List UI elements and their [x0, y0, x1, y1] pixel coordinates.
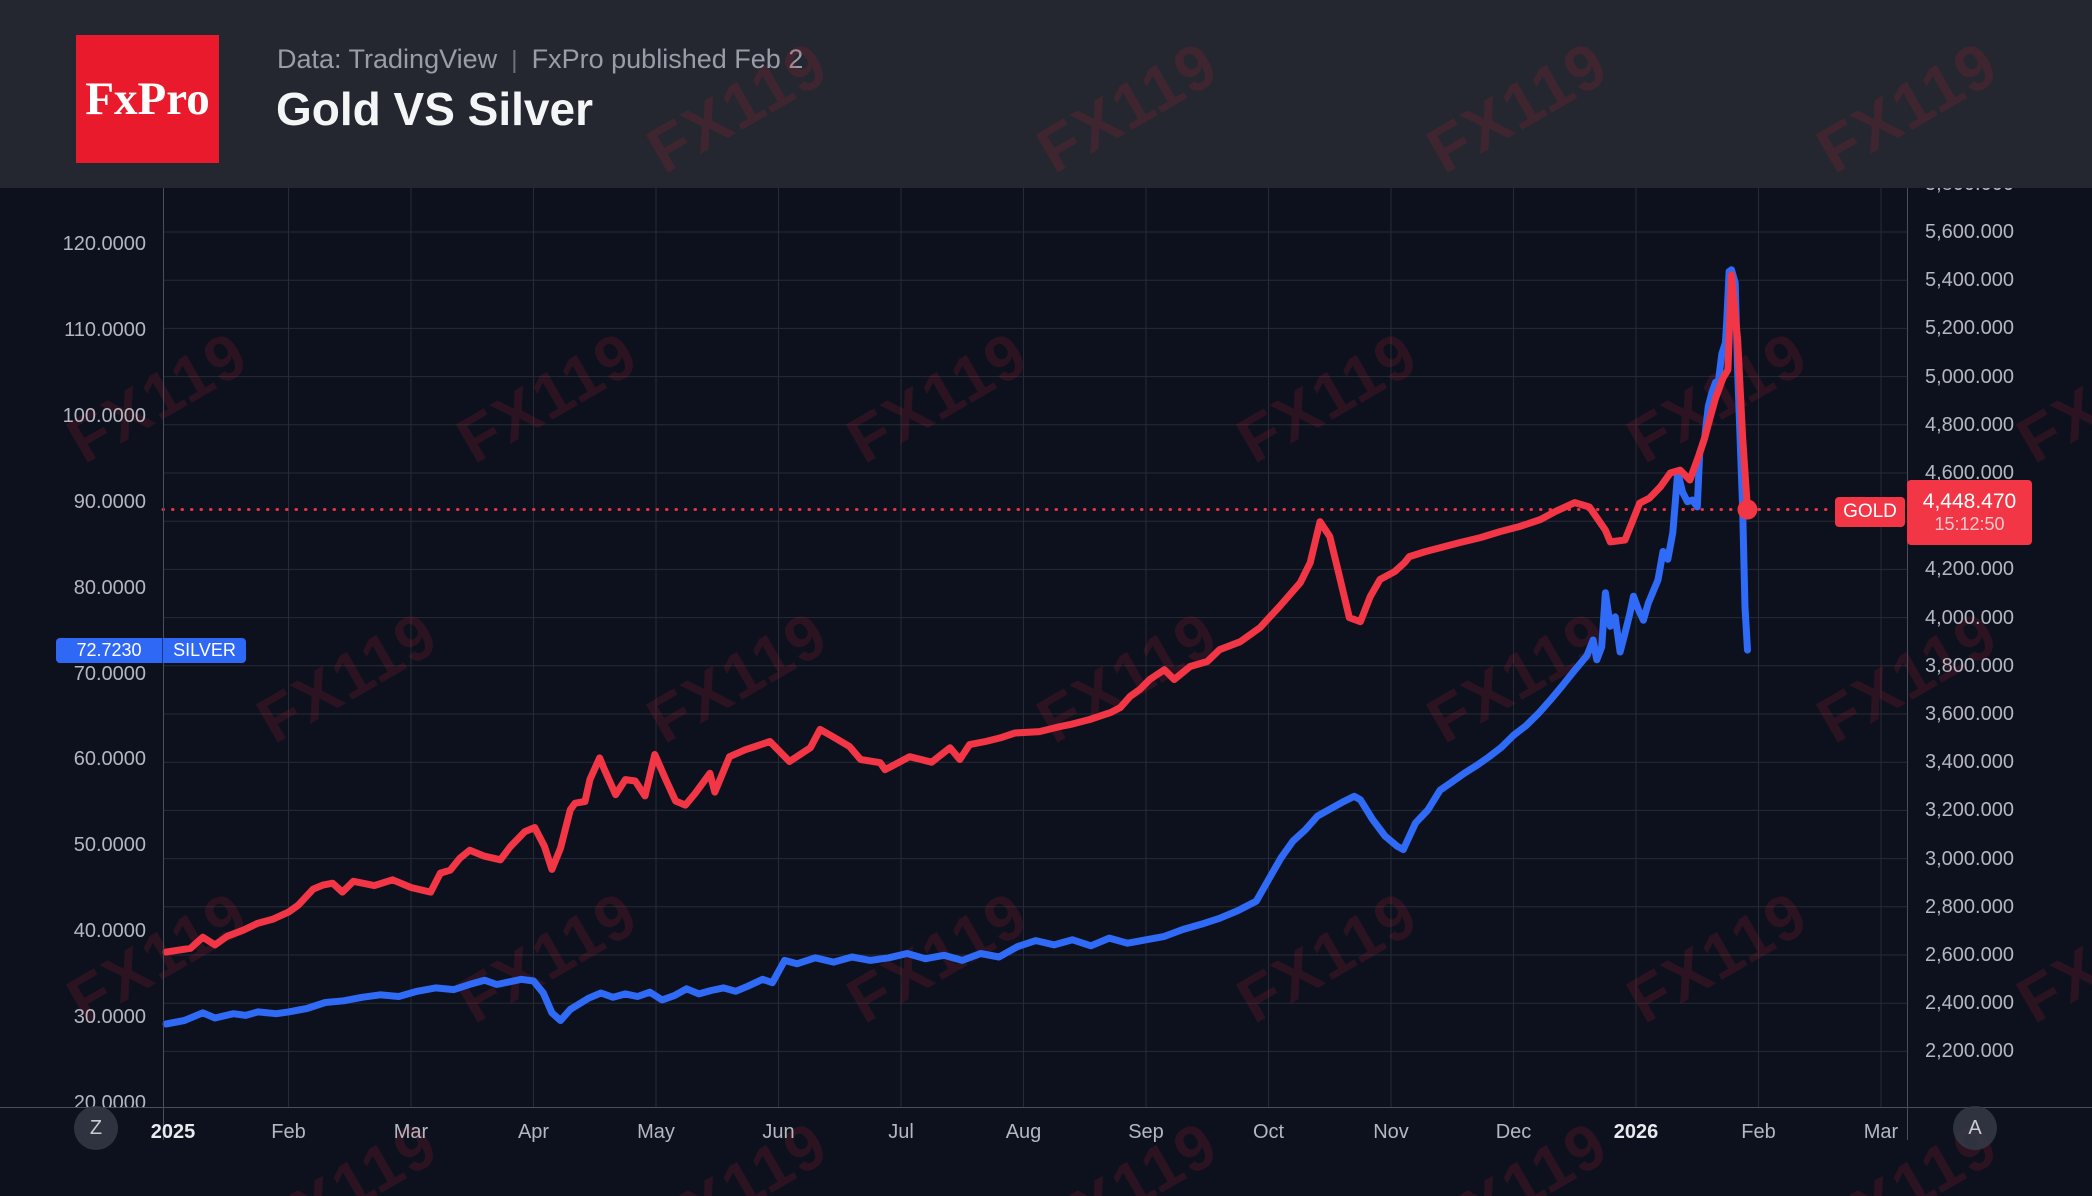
time-scale-label: 2026	[1613, 1121, 1659, 1143]
gold-price-time: 15:12:50	[1934, 514, 2005, 534]
left-scale-tick: 70.0000	[73, 662, 146, 685]
subtitle-divider: |	[511, 46, 518, 74]
left-scale-tick: 40.0000	[73, 920, 146, 943]
left-scale-tick: 30.0000	[73, 1006, 146, 1029]
left-price-scale[interactable]: 120.0000 110.0000 100.0000 90.0000 80.0000 70…	[0, 188, 146, 1107]
left-scale-tick: 50.0000	[73, 834, 146, 857]
time-scale-label: Aug	[1005, 1121, 1042, 1143]
gold-price-value: 4,448.470	[1922, 490, 2017, 513]
fxpro-logo: FxPro	[76, 35, 219, 163]
right-scale-tick: 3,800.000	[1925, 654, 2014, 677]
right-scale-tick: 2,200.000	[1925, 1040, 2014, 1063]
left-scale-tick: 110.0000	[64, 318, 146, 341]
data-source-text: Data: TradingView	[277, 44, 498, 74]
silver-badge-label: SILVER	[173, 640, 236, 660]
right-scale-tick: 4,600.000	[1925, 462, 2014, 484]
header-bar: FxPro Data: TradingView | FxPro published …	[0, 0, 2092, 188]
page-title: Gold VS Silver	[276, 83, 593, 135]
time-scale-label: Mar	[393, 1121, 429, 1143]
published-text: FxPro published Feb 2	[531, 44, 804, 74]
right-scale-tick: 5,600.000	[1925, 221, 2014, 243]
silver-price-badge: 72.7230 SILVER	[56, 638, 246, 663]
right-scale-tick: 5,400.000	[1925, 269, 2014, 292]
right-scale-tick: 2,800.000	[1925, 895, 2014, 918]
gold-last-price-dot	[1737, 499, 1758, 520]
right-scale-tick: 3,600.000	[1925, 703, 2014, 725]
time-scale-label: Nov	[1373, 1121, 1409, 1143]
right-scale-tick: 4,200.000	[1925, 558, 2014, 581]
time-scale-label: Sep	[1128, 1121, 1164, 1143]
time-scale-label: Jul	[888, 1121, 914, 1143]
fxpro-logo-text: FxPro	[85, 73, 210, 125]
left-scale-tick: 60.0000	[73, 748, 146, 771]
time-scale-label: 2025	[150, 1121, 196, 1143]
left-scale-tick: 100.0000	[62, 404, 146, 427]
time-scale-label: Dec	[1495, 1121, 1532, 1143]
right-scale-tick: 5,200.000	[1925, 317, 2014, 340]
right-scale-tick: 5,000.000	[1925, 365, 2014, 388]
time-scale-label: Feb	[1741, 1121, 1776, 1143]
auto-scale-button[interactable]: A	[1953, 1106, 1997, 1150]
silver-series-line	[162, 266, 1751, 1028]
gold-price-badge: 4,448.470 15:12:50	[1907, 480, 2032, 545]
zoom-reset-button[interactable]: Z	[74, 1106, 118, 1150]
left-scale-tick: 120.0000	[62, 233, 146, 255]
left-scale-tick: 80.0000	[73, 576, 146, 599]
right-scale-tick: 3,400.000	[1925, 751, 2014, 774]
silver-price-value: 72.7230	[76, 640, 142, 660]
time-scale-label: Oct	[1252, 1121, 1285, 1143]
time-scale-label: Apr	[517, 1121, 550, 1143]
silver-badge-divider	[162, 638, 163, 663]
right-scale-tick: 3,200.000	[1925, 799, 2014, 822]
gold-series-tag: GOLD	[1835, 497, 1905, 527]
time-scale-label: May	[637, 1121, 675, 1143]
time-scale-label: Feb	[271, 1121, 306, 1143]
left-scale-tick: 20.0000	[73, 1092, 146, 1107]
data-source-line: Data: TradingView | FxPro published Feb 2	[277, 44, 803, 75]
gold-series-line	[162, 271, 1751, 956]
right-scale-tick: 4,800.000	[1925, 413, 2014, 436]
left-scale-tick: 90.0000	[73, 490, 146, 513]
right-scale-tick: 2,600.000	[1925, 944, 2014, 966]
time-scale[interactable]: 2025 Feb Mar Apr May Jun Jul Aug Sep Oct Nov Dec 202…	[150, 1107, 2092, 1196]
time-scale-label: Mar	[1863, 1121, 1899, 1143]
time-scale-label: Jun	[762, 1121, 795, 1143]
right-scale-tick: 4,000.000	[1925, 606, 2014, 629]
right-price-scale[interactable]: 5,800.000 5,600.000 5,400.000 5,200.000 5,00…	[1907, 188, 2092, 1107]
right-scale-tick: 5,800.000	[1925, 188, 2014, 197]
right-scale-tick: 3,000.000	[1925, 847, 2014, 870]
right-scale-tick: 2,400.000	[1925, 992, 2014, 1015]
